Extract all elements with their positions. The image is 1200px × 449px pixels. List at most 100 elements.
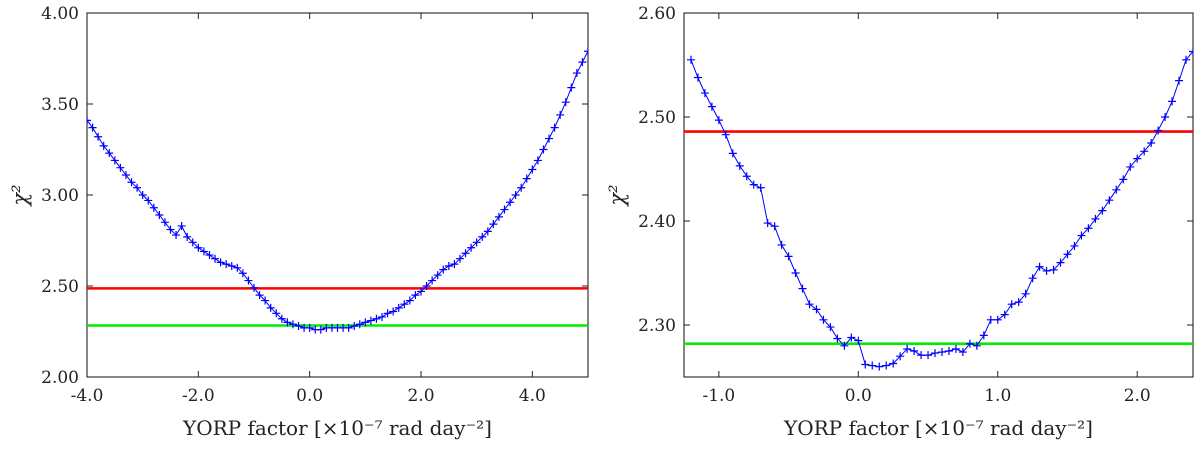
x-tick-label: 0.0	[845, 386, 872, 406]
x-axis-label: YORP factor [×10⁻⁷ rad day⁻²]	[182, 416, 492, 440]
data-point	[889, 359, 898, 368]
data-point	[833, 334, 842, 343]
data-point	[1042, 266, 1051, 275]
data-point	[868, 361, 877, 370]
x-tick-label: 1.0	[984, 386, 1011, 406]
data-point	[355, 320, 364, 329]
data-point	[561, 98, 570, 107]
data-point	[450, 260, 459, 269]
data-point	[965, 339, 974, 348]
data-point	[467, 243, 476, 252]
y-tick-label: 3.00	[41, 186, 79, 206]
data-point	[188, 238, 197, 247]
data-point	[693, 73, 702, 82]
data-point	[1035, 262, 1044, 271]
data-point	[986, 315, 995, 324]
data-point	[550, 123, 559, 132]
data-point	[166, 225, 175, 234]
data-point	[344, 323, 353, 332]
data-point	[1105, 196, 1114, 205]
data-point	[261, 296, 270, 305]
x-tick-label: -2.0	[182, 386, 215, 406]
data-point	[216, 258, 225, 267]
x-tick-label: 2.0	[1124, 386, 1151, 406]
data-point	[461, 249, 470, 258]
data-point	[861, 360, 870, 369]
data-point	[917, 351, 926, 360]
data-point	[756, 183, 765, 192]
data-point	[133, 183, 142, 192]
data-point	[266, 303, 275, 312]
data-point	[288, 320, 297, 329]
data-point	[951, 344, 960, 353]
data-point	[1070, 241, 1079, 250]
data-point	[244, 276, 253, 285]
data-point	[721, 130, 730, 139]
data-point	[483, 227, 492, 236]
data-point	[489, 220, 498, 229]
data-point	[1014, 298, 1023, 307]
data-point	[1049, 265, 1058, 274]
y-tick-label: 4.00	[41, 4, 79, 24]
data-point	[882, 361, 891, 370]
data-point	[211, 254, 220, 263]
data-point	[149, 203, 158, 212]
data-point	[1098, 206, 1107, 215]
data-point	[316, 325, 325, 334]
data-point	[1091, 214, 1100, 223]
data-point	[366, 316, 375, 325]
data-point	[972, 341, 981, 350]
data-point	[444, 261, 453, 270]
data-point	[854, 336, 863, 345]
x-tick-label: 2.0	[407, 386, 434, 406]
y-tick-label: 2.00	[41, 368, 79, 388]
x-tick-label: -1.0	[702, 386, 735, 406]
data-point	[478, 232, 487, 241]
data-point	[394, 303, 403, 312]
data-layer	[87, 47, 588, 334]
data-point	[903, 344, 912, 353]
data-point	[1140, 147, 1149, 156]
data-point	[572, 69, 581, 78]
data-point	[227, 261, 236, 270]
data-point	[277, 314, 286, 323]
data-point	[361, 318, 370, 327]
data-point	[1056, 258, 1065, 267]
data-point	[742, 172, 751, 181]
data-point	[383, 309, 392, 318]
y-tick-label: 2.50	[638, 108, 676, 128]
data-point	[1112, 185, 1121, 194]
data-point	[578, 58, 587, 67]
data-point	[405, 296, 414, 305]
data-point	[584, 47, 588, 56]
data-point	[99, 141, 108, 150]
data-point	[1007, 300, 1016, 309]
data-point	[194, 243, 203, 252]
data-point	[993, 315, 1002, 324]
data-point	[567, 83, 576, 92]
data-point	[121, 170, 130, 179]
data-point	[372, 314, 381, 323]
data-point	[455, 254, 464, 263]
data-point	[506, 198, 515, 207]
data-point	[1000, 310, 1009, 319]
data-point	[305, 323, 314, 332]
data-point	[1154, 126, 1163, 135]
data-point	[875, 362, 884, 371]
data-point	[494, 212, 503, 221]
x-tick-label: -4.0	[71, 386, 104, 406]
data-point	[378, 312, 387, 321]
data-point	[958, 348, 967, 357]
data-point	[500, 205, 509, 214]
y-axis-label: χ²	[605, 184, 629, 207]
data-point	[979, 331, 988, 340]
data-point	[686, 55, 695, 64]
data-point	[749, 180, 758, 189]
data-point	[1147, 139, 1156, 147]
data-point	[937, 348, 946, 357]
data-point	[1084, 224, 1093, 233]
data-point	[222, 260, 231, 269]
data-point	[545, 134, 554, 143]
data-point	[87, 116, 91, 125]
x-tick-label: 0.0	[296, 386, 323, 406]
